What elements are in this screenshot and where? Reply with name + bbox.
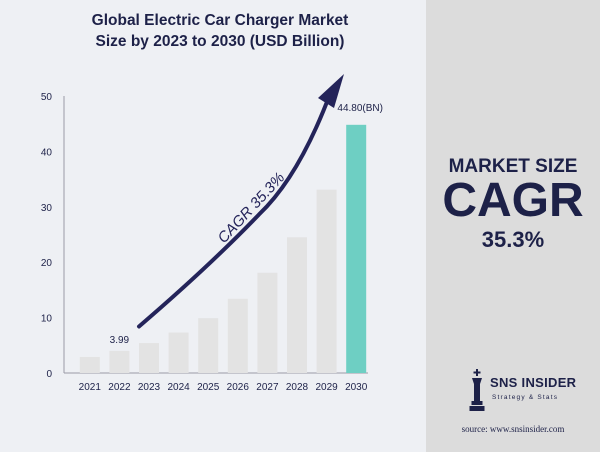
bar [198,318,219,373]
y-tick-label: 10 [41,314,53,325]
y-tick-label: 50 [41,92,53,103]
bar [139,343,159,373]
market-size-label: MARKET SIZE [448,156,578,177]
x-tick-label: 2025 [197,382,220,393]
x-tick-label: 2027 [256,382,279,393]
logo-name: SNS INSIDER [490,375,577,390]
cagr-headline: CAGR [442,174,584,227]
chess-king-icon [469,369,485,411]
source-note: source: www.snsinsider.com [461,424,565,434]
y-tick-label: 20 [41,258,53,269]
bar [287,237,307,373]
bar [79,356,100,373]
y-tick-label: 40 [41,147,53,158]
x-tick-label: 2023 [138,382,161,393]
bar [227,298,248,373]
chart-title-line2: Size by 2023 to 2030 (USD Billion) [95,33,345,50]
chart-title-line1: Global Electric Car Charger Market [91,12,349,29]
x-tick-label: 2030 [345,382,368,393]
growth-arrow-head [318,74,344,108]
bar [109,350,130,373]
data-label: 44.80(BN) [337,103,383,114]
x-tick-label: 2021 [79,382,102,393]
logo-tagline: Strategy & Stats [492,394,559,401]
sns-insider-logo: SNS INSIDER Strategy & Stats [468,369,588,413]
growth-arrow [137,92,332,329]
data-label: 3.99 [110,335,130,346]
x-tick-label: 2022 [108,382,131,393]
bar [316,189,337,373]
cagr-annotation: CAGR 35.3% [214,169,288,246]
cagr-rate: 35.3% [481,227,545,252]
x-tick-label: 2028 [286,382,309,393]
bar [346,124,367,373]
bar [257,272,278,373]
summary-panel [426,0,600,452]
chart-title: Global Electric Car Charger Market Size … [40,10,400,52]
x-tick-label: 2026 [227,382,250,393]
y-tick-label: 0 [46,369,52,380]
bar [168,332,189,373]
x-tick-label: 2024 [167,382,190,393]
x-tick-label: 2029 [315,382,338,393]
y-tick-label: 30 [41,203,53,214]
